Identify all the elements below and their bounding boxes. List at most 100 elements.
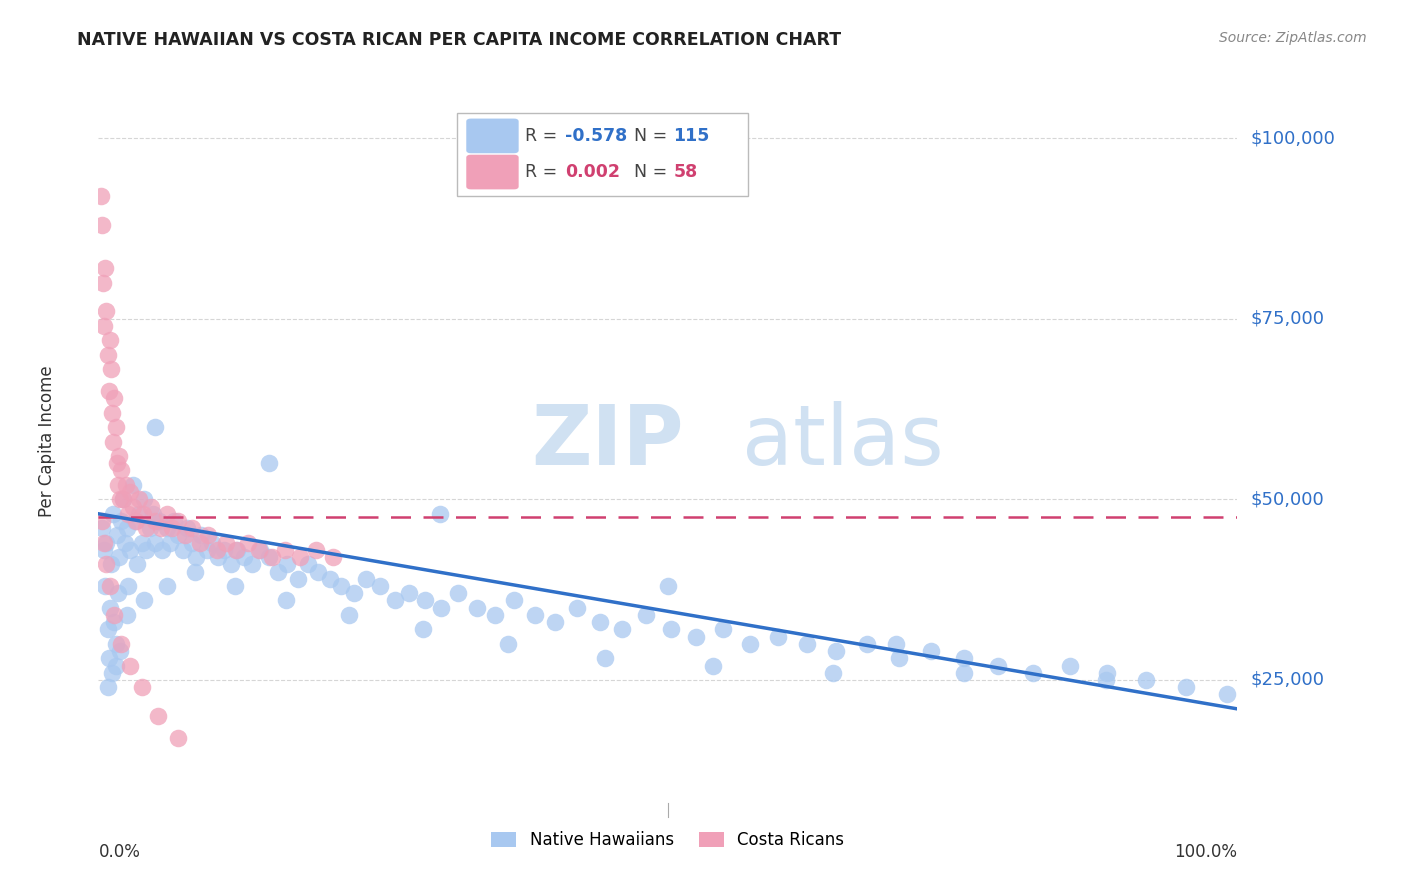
Point bbox=[132, 507, 155, 521]
Point bbox=[101, 406, 124, 420]
Point bbox=[565, 600, 588, 615]
Point bbox=[796, 637, 818, 651]
Point bbox=[90, 189, 112, 203]
Point bbox=[856, 637, 879, 651]
Point bbox=[101, 665, 124, 680]
Point bbox=[195, 542, 218, 557]
Point bbox=[205, 542, 228, 557]
Point bbox=[107, 478, 129, 492]
Point bbox=[150, 521, 173, 535]
Point bbox=[120, 658, 142, 673]
Point bbox=[197, 528, 219, 542]
Text: Per Capita Income: Per Capita Income bbox=[38, 366, 56, 517]
Point bbox=[588, 615, 610, 630]
Point bbox=[207, 550, 229, 565]
Point bbox=[398, 586, 420, 600]
FancyBboxPatch shape bbox=[457, 112, 748, 196]
Point bbox=[117, 507, 139, 521]
Point bbox=[322, 550, 344, 565]
Point bbox=[121, 500, 143, 514]
Point bbox=[224, 579, 246, 593]
Point bbox=[1135, 673, 1157, 687]
Point bbox=[105, 528, 128, 542]
Point bbox=[97, 651, 120, 665]
Point bbox=[368, 579, 391, 593]
Point bbox=[125, 514, 148, 528]
Point bbox=[172, 542, 194, 557]
FancyBboxPatch shape bbox=[467, 119, 519, 153]
Point bbox=[96, 348, 118, 362]
Point bbox=[145, 535, 167, 549]
Text: 100.0%: 100.0% bbox=[1174, 843, 1237, 861]
Point bbox=[96, 535, 118, 549]
Point bbox=[96, 558, 118, 572]
Point bbox=[330, 579, 353, 593]
Point bbox=[146, 709, 169, 723]
Point bbox=[93, 318, 115, 333]
Point bbox=[132, 492, 155, 507]
Text: 0.002: 0.002 bbox=[565, 163, 620, 181]
Point bbox=[103, 507, 125, 521]
Point bbox=[105, 456, 128, 470]
Text: $100,000: $100,000 bbox=[1251, 129, 1336, 147]
Point bbox=[884, 637, 907, 651]
Point bbox=[167, 731, 190, 745]
Point bbox=[354, 572, 377, 586]
Text: R =: R = bbox=[526, 127, 564, 145]
Text: ZIP: ZIP bbox=[531, 401, 683, 482]
Point bbox=[98, 579, 121, 593]
Point bbox=[544, 615, 567, 630]
Text: Source: ZipAtlas.com: Source: ZipAtlas.com bbox=[1219, 31, 1367, 45]
Point bbox=[108, 449, 131, 463]
Point bbox=[484, 607, 506, 622]
Point bbox=[148, 514, 170, 528]
Text: $25,000: $25,000 bbox=[1251, 671, 1324, 689]
Point bbox=[920, 644, 942, 658]
Point bbox=[145, 420, 167, 434]
Point bbox=[104, 420, 127, 434]
Point bbox=[465, 600, 488, 615]
Point bbox=[503, 593, 526, 607]
Point bbox=[104, 658, 127, 673]
Point bbox=[267, 565, 290, 579]
Point bbox=[117, 579, 139, 593]
Point bbox=[124, 514, 146, 528]
Point bbox=[131, 535, 153, 549]
Point bbox=[260, 550, 283, 565]
Point bbox=[274, 542, 297, 557]
Point bbox=[96, 680, 118, 694]
Point bbox=[384, 593, 406, 607]
Legend: Native Hawaiians, Costa Ricans: Native Hawaiians, Costa Ricans bbox=[485, 824, 851, 856]
Point bbox=[98, 600, 121, 615]
Point bbox=[1059, 658, 1081, 673]
Point bbox=[115, 521, 138, 535]
Point bbox=[212, 542, 235, 557]
Point bbox=[413, 593, 436, 607]
Point bbox=[176, 521, 198, 535]
Point bbox=[412, 623, 434, 637]
Point bbox=[259, 550, 281, 565]
Point bbox=[108, 492, 131, 507]
Point bbox=[112, 492, 135, 507]
Point bbox=[104, 637, 127, 651]
Point bbox=[215, 535, 238, 549]
Point bbox=[139, 500, 162, 514]
Point bbox=[1175, 680, 1198, 694]
Point bbox=[94, 579, 117, 593]
Text: -0.578: -0.578 bbox=[565, 127, 627, 145]
Point bbox=[276, 558, 298, 572]
Point bbox=[114, 478, 136, 492]
Point bbox=[115, 607, 138, 622]
Point bbox=[150, 542, 173, 557]
Point bbox=[430, 600, 453, 615]
Point bbox=[498, 637, 520, 651]
Point bbox=[107, 586, 129, 600]
Point bbox=[259, 456, 281, 470]
Point bbox=[190, 528, 212, 542]
Point bbox=[953, 665, 976, 680]
FancyBboxPatch shape bbox=[467, 154, 519, 189]
Point bbox=[738, 637, 761, 651]
Point bbox=[287, 572, 309, 586]
Point bbox=[659, 623, 682, 637]
Point bbox=[159, 535, 181, 549]
